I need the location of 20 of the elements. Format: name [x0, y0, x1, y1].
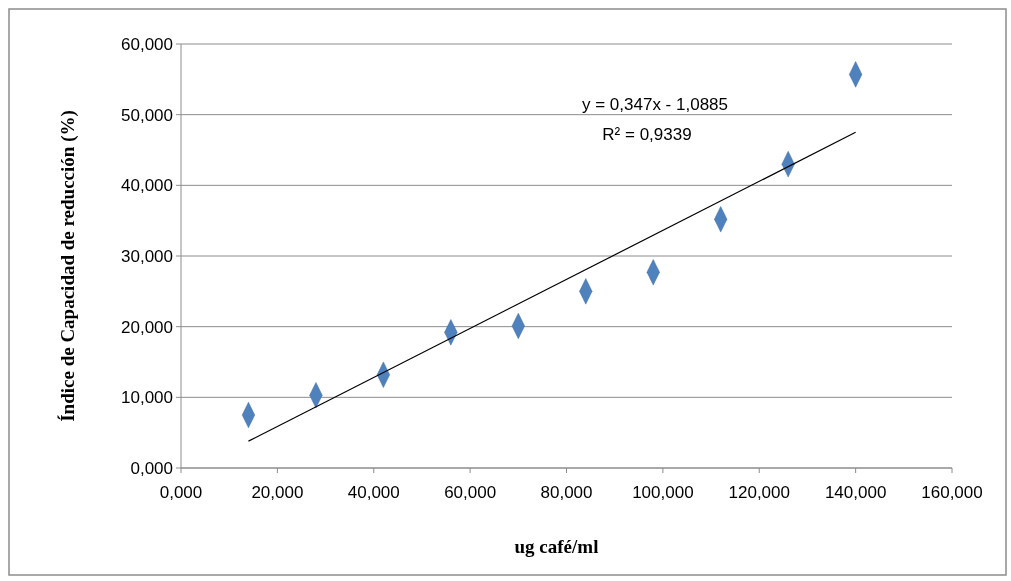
- x-tick-label: 40,000: [347, 483, 400, 502]
- x-tick-label: 80,000: [540, 483, 593, 502]
- x-tick-label: 0,000: [159, 483, 203, 502]
- x-tick-label: 160,000: [921, 483, 983, 502]
- y-axis-title: Índice de Capacidad de reducción (%): [57, 110, 79, 422]
- y-tick-label: 60,000: [121, 34, 173, 54]
- y-tick-label: 30,000: [121, 246, 173, 266]
- x-tick-label: 60,000: [444, 483, 497, 502]
- x-axis-title: ug café/ml: [514, 536, 599, 557]
- y-tick-label: 0,000: [130, 458, 173, 478]
- x-tick-label: 120,000: [728, 483, 790, 502]
- x-tick-label: 100,000: [632, 483, 694, 502]
- x-tick-label: 140,000: [824, 483, 887, 502]
- annotation: R² = 0,9339: [602, 125, 692, 144]
- y-tick-label: 50,000: [121, 105, 173, 125]
- x-tick-label: 20,000: [251, 483, 304, 502]
- y-tick-label: 40,000: [121, 176, 173, 196]
- y-tick-label: 10,000: [121, 388, 173, 408]
- annotation: y = 0,347x - 1,0885: [581, 95, 729, 114]
- y-tick-label: 20,000: [121, 317, 173, 337]
